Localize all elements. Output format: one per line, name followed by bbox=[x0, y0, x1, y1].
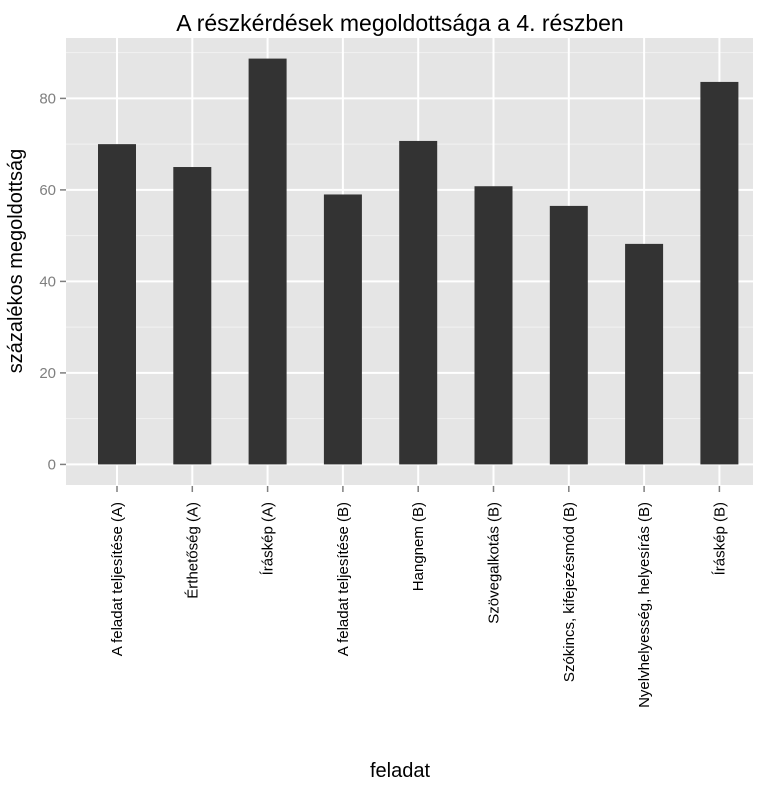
bars bbox=[98, 58, 739, 465]
bar bbox=[323, 194, 362, 465]
bar bbox=[399, 140, 438, 465]
x-tick-label: A feladat teljesítése (A) bbox=[109, 502, 126, 656]
x-axis: A feladat teljesítése (A) Érthetőség (A) Í… bbox=[109, 486, 728, 708]
x-axis-title: feladat bbox=[370, 760, 430, 782]
x-tick-label: Nyelvhelyesség, helyesírás (B) bbox=[636, 502, 653, 708]
x-tick-label: Szókincs, kifejezésmód (B) bbox=[561, 502, 578, 682]
x-tick-label: Szövegalkotás (B) bbox=[486, 502, 503, 624]
bar bbox=[700, 81, 739, 465]
y-tick-label: 60 bbox=[39, 182, 56, 199]
y-tick-label: 80 bbox=[39, 90, 56, 107]
x-tick-label: A feladat teljesítése (B) bbox=[335, 502, 352, 656]
x-tick-label: Íráskép (A) bbox=[260, 502, 277, 575]
x-tick-label: Hangnem (B) bbox=[410, 502, 427, 591]
bar bbox=[248, 58, 287, 465]
y-tick-label: 0 bbox=[48, 456, 56, 473]
y-axis: 0 20 40 60 80 bbox=[39, 90, 66, 473]
y-tick-label: 40 bbox=[39, 273, 56, 290]
bar bbox=[474, 186, 513, 465]
x-tick-label: Íráskép (B) bbox=[711, 502, 728, 575]
y-axis-title: százalékos megoldottság bbox=[5, 149, 27, 374]
y-tick-label: 20 bbox=[39, 365, 56, 382]
bar bbox=[98, 144, 136, 465]
bar bbox=[625, 243, 664, 465]
chart-title: A részkérdések megoldottsága a 4. részbe… bbox=[176, 10, 623, 36]
x-tick-label: Érthetőség (A) bbox=[184, 502, 201, 599]
bar bbox=[173, 167, 212, 465]
bar bbox=[549, 205, 588, 465]
